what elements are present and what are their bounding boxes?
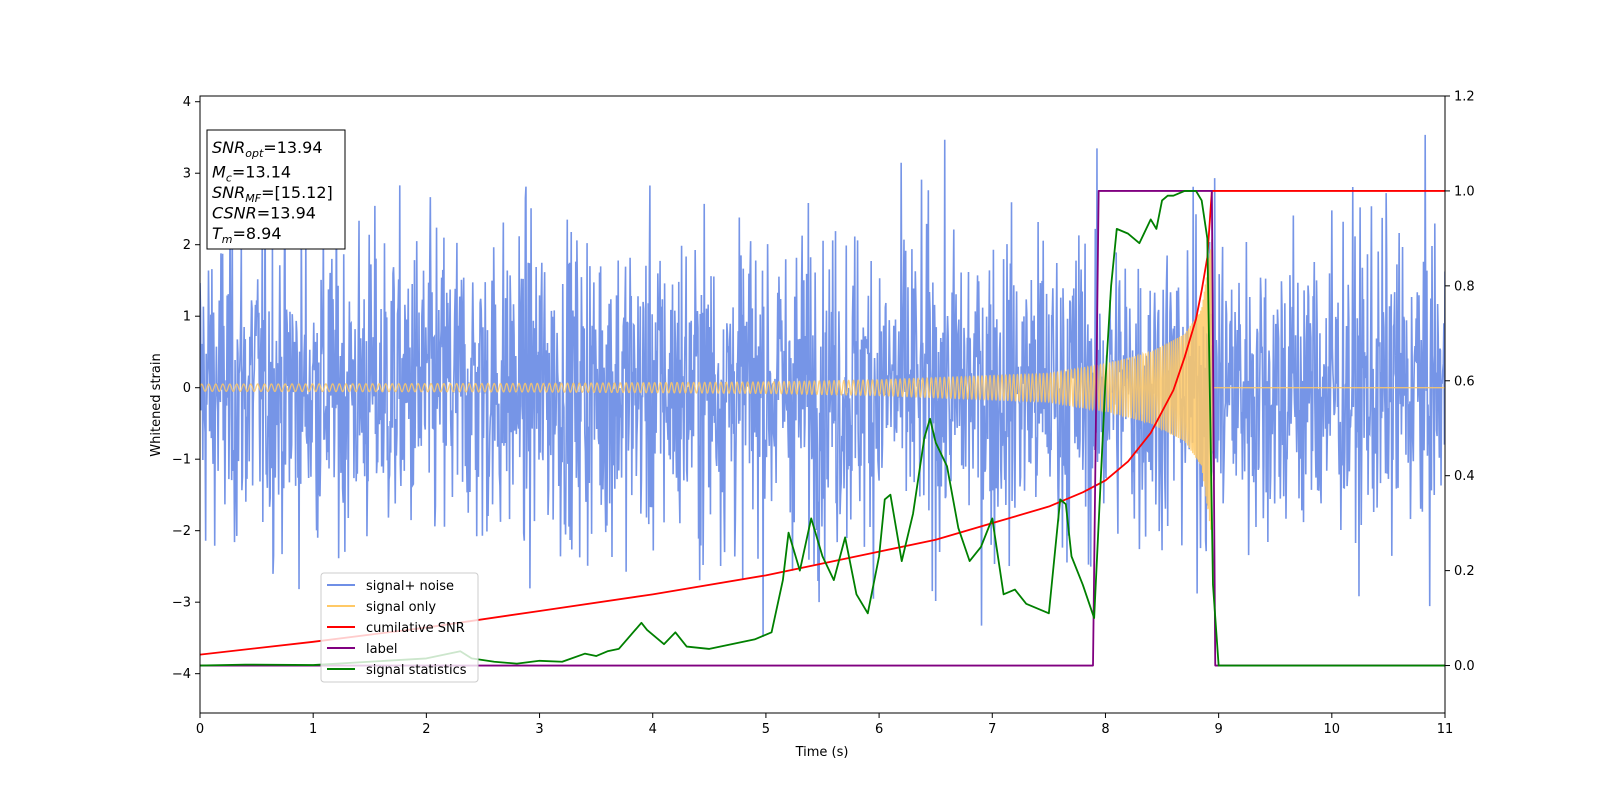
y-left-tick-label: −2 [172, 524, 191, 539]
x-tick-label: 2 [422, 722, 430, 737]
info-line-value: =13.94 [263, 138, 322, 157]
series-layer [200, 134, 1445, 667]
legend: signal+ noise signal only cumilative SNR la… [320, 572, 479, 683]
y-left-tick-label: 0 [183, 381, 191, 396]
series-signal-statistics-line [200, 190, 1445, 667]
y-axis-right: 1.2 1.0 0.8 0.6 0.4 0.2 0.0 [1445, 90, 1475, 674]
info-line-symbol: T [212, 224, 223, 243]
y-left-tick-label: 4 [183, 95, 191, 110]
x-tick-label: 0 [196, 722, 204, 737]
info-line-value: =[15.12] [261, 183, 333, 202]
y-right-tick-label: 1.0 [1454, 184, 1475, 199]
y-right-tick-label: 0.6 [1454, 374, 1475, 389]
x-tick-label: 11 [1437, 722, 1454, 737]
x-tick-label: 3 [535, 722, 543, 737]
y-axis-left: 4 3 2 1 0 −1 −2 −3 −4 [172, 95, 200, 682]
x-tick-label: 5 [762, 722, 770, 737]
y-right-tick-label: 0.4 [1454, 469, 1475, 484]
x-tick-label: 4 [649, 722, 657, 737]
info-box-lines: SNRopt=13.94Mc=13.14SNRMF=[15.12]CSNR=13… [212, 138, 333, 246]
x-axis-label: Time (s) [795, 745, 849, 760]
y-right-tick-label: 1.2 [1454, 90, 1475, 105]
y-left-tick-label: 1 [183, 310, 191, 325]
x-tick-label: 1 [309, 722, 317, 737]
info-line-value: =8.94 [233, 224, 282, 243]
info-line: Tm=8.94 [212, 224, 282, 246]
legend-label: cumilative SNR [366, 621, 465, 636]
legend-frame [320, 572, 479, 683]
series-signal-only-line [200, 239, 1445, 530]
x-tick-label: 8 [1101, 722, 1109, 737]
info-box: SNRopt=13.94Mc=13.14SNRMF=[15.12]CSNR=13… [206, 129, 346, 250]
y-right-tick-label: 0.2 [1454, 564, 1475, 579]
y-left-tick-label: 2 [183, 238, 191, 253]
x-tick-label: 9 [1214, 722, 1222, 737]
info-line-symbol: SNR [212, 138, 245, 157]
x-tick-label: 7 [988, 722, 996, 737]
info-line-subscript: c [226, 172, 232, 185]
y-axis-label: Whitened strain [149, 353, 164, 456]
info-line-value: =13.14 [232, 163, 291, 182]
info-line-symbol: SNR [212, 183, 245, 202]
legend-label: signal only [366, 600, 436, 615]
y-left-tick-label: −4 [172, 667, 191, 682]
plot-frame [199, 95, 1446, 714]
info-line-symbol: M [212, 163, 226, 182]
y-left-tick-label: 3 [183, 167, 191, 182]
legend-entries: signal+ noise signal only cumilative SNR la… [327, 579, 467, 678]
info-line-subscript: m [222, 233, 233, 246]
series-cumilative-snr-line [200, 190, 1445, 656]
y-right-tick-label: 0.0 [1454, 659, 1475, 674]
y-left-tick-label: −3 [172, 596, 191, 611]
info-box-frame [206, 129, 346, 250]
x-axis: 0 1 2 3 4 5 6 7 8 9 10 11 [196, 713, 1453, 737]
x-tick-label: 10 [1324, 722, 1341, 737]
info-line-value: =13.94 [257, 204, 316, 223]
info-line: CSNR=13.94 [212, 204, 316, 223]
legend-label: signal statistics [366, 663, 467, 678]
info-line-symbol: CSNR [212, 204, 257, 223]
series-signal-noise-line [200, 134, 1445, 637]
x-tick-label: 6 [875, 722, 883, 737]
y-left-tick-label: −1 [172, 453, 191, 468]
y-right-tick-label: 0.8 [1454, 279, 1475, 294]
info-line: SNRMF=[15.12] [212, 183, 333, 205]
legend-label: label [366, 642, 397, 657]
info-line: SNRopt=13.94 [212, 138, 323, 160]
info-line: Mc=13.14 [212, 163, 291, 185]
info-line-subscript: MF [245, 192, 261, 205]
info-line-subscript: opt [245, 147, 264, 160]
legend-label: signal+ noise [366, 579, 454, 594]
